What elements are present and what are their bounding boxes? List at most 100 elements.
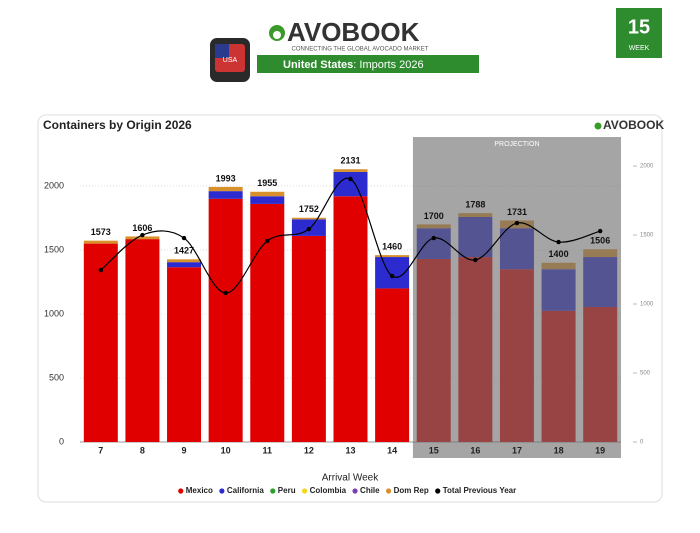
line-point [514,220,520,226]
line-point [556,239,561,245]
y-tick-label: 500 [49,372,64,382]
week-label: WEEK [629,45,650,52]
x-tick-label: 10 [221,445,231,455]
x-tick-label: 8 [140,445,145,455]
country: United States [283,59,353,71]
legend-marker [386,488,392,494]
chart-title: Containers by Origin 2026 [43,118,192,132]
legend-marker [178,488,184,494]
bar-segment [167,267,202,442]
bar-segment [250,191,285,197]
x-tick-label: 17 [512,445,522,455]
bar-segment [291,217,326,220]
bar-segment [333,196,368,442]
line-point [348,176,353,182]
x-tick-label: 7 [98,445,103,455]
chart-logo-mark [594,122,602,130]
line-point [306,226,312,232]
bar-segment [208,198,243,442]
total-label: 1400 [549,249,569,259]
line-point [140,232,145,238]
total-label: 1993 [216,173,236,183]
x-tick-label: 13 [345,445,355,455]
total-label: 1955 [257,178,277,188]
total-label: 1573 [91,227,111,237]
y2-tick-label: 1000 [640,302,654,308]
line-point [98,267,104,273]
projection-overlay [412,137,621,458]
x-tick-label: 18 [554,445,564,455]
tagline: CONNECTING THE GLOBAL AVOCADO MARKET [292,47,429,53]
total-label: 2131 [340,156,360,166]
week-box [616,8,662,58]
line-point [265,238,270,244]
y-tick-label: 1000 [44,308,64,318]
legend-label: Dom Rep [394,486,429,495]
total-label: 1700 [424,211,444,221]
bar-segment [83,240,118,244]
bar-segment [250,203,285,442]
x-tick-label: 16 [470,445,480,455]
legend-label: Colombia [310,486,347,495]
y-tick-label: 2000 [44,180,64,190]
bar-segment [250,196,285,204]
y-tick-label: 0 [59,436,64,446]
subtitle: United States: Imports 2026 [283,59,424,71]
bar-segment [125,236,160,240]
y2-tick-label: 0 [640,440,644,446]
total-label: 1606 [132,223,152,233]
line-point [473,257,478,263]
flag-label: USA [223,57,238,64]
subtitle-bar [257,55,479,73]
legend-label: Chile [360,486,380,495]
legend-label: Peru [278,486,296,495]
legend-label: Total Previous Year [443,486,517,495]
x-tick-label: 9 [182,445,187,455]
legend-marker [435,488,441,494]
line-point [431,235,436,241]
legend-label: California [227,486,264,495]
bar-segment [375,288,410,442]
legend: Mexico California Peru Colombia Chile Dom Rep… [178,486,516,495]
bar-segment [333,169,368,172]
x-tick-label: 11 [263,445,273,455]
week-number: 15 [628,16,650,38]
colon: : [353,59,359,71]
total-label: 1460 [382,242,402,252]
total-label: 1731 [507,207,527,217]
x-tick-label: 12 [304,445,314,455]
bar-segment [167,262,202,268]
bar-segment [208,191,243,199]
y2-tick-label: 500 [640,371,651,377]
total-label: 1788 [465,200,485,210]
legend-marker [352,488,358,494]
line-point [223,290,228,296]
legend-label: Mexico [186,486,213,495]
x-tick-label: 19 [595,445,605,455]
bar-segment [375,257,410,289]
bar-segment [167,259,202,263]
projection-label: PROJECTION [494,141,539,148]
x-tick-label: 15 [429,445,439,455]
y2-tick-label: 2000 [640,164,654,170]
total-label: 1752 [299,204,319,214]
bar-segment [333,171,368,197]
bar-segment [83,243,118,442]
y2-tick-label: 1500 [640,233,654,239]
legend-marker [301,488,308,494]
line-point [597,228,603,234]
line-point [181,235,187,241]
y-tick-label: 1500 [44,244,64,254]
x-tick-label: 14 [387,445,397,455]
flag-canton [215,44,229,58]
bar-segment [291,235,326,442]
chart-logo: AVOBOOK [603,118,664,132]
logo-mark [273,31,281,39]
total-label: 1427 [174,246,194,256]
total-label: 1506 [590,236,610,246]
legend-marker [270,488,276,494]
subtitle-text: Imports 2026 [359,59,423,71]
line-point [389,273,395,279]
